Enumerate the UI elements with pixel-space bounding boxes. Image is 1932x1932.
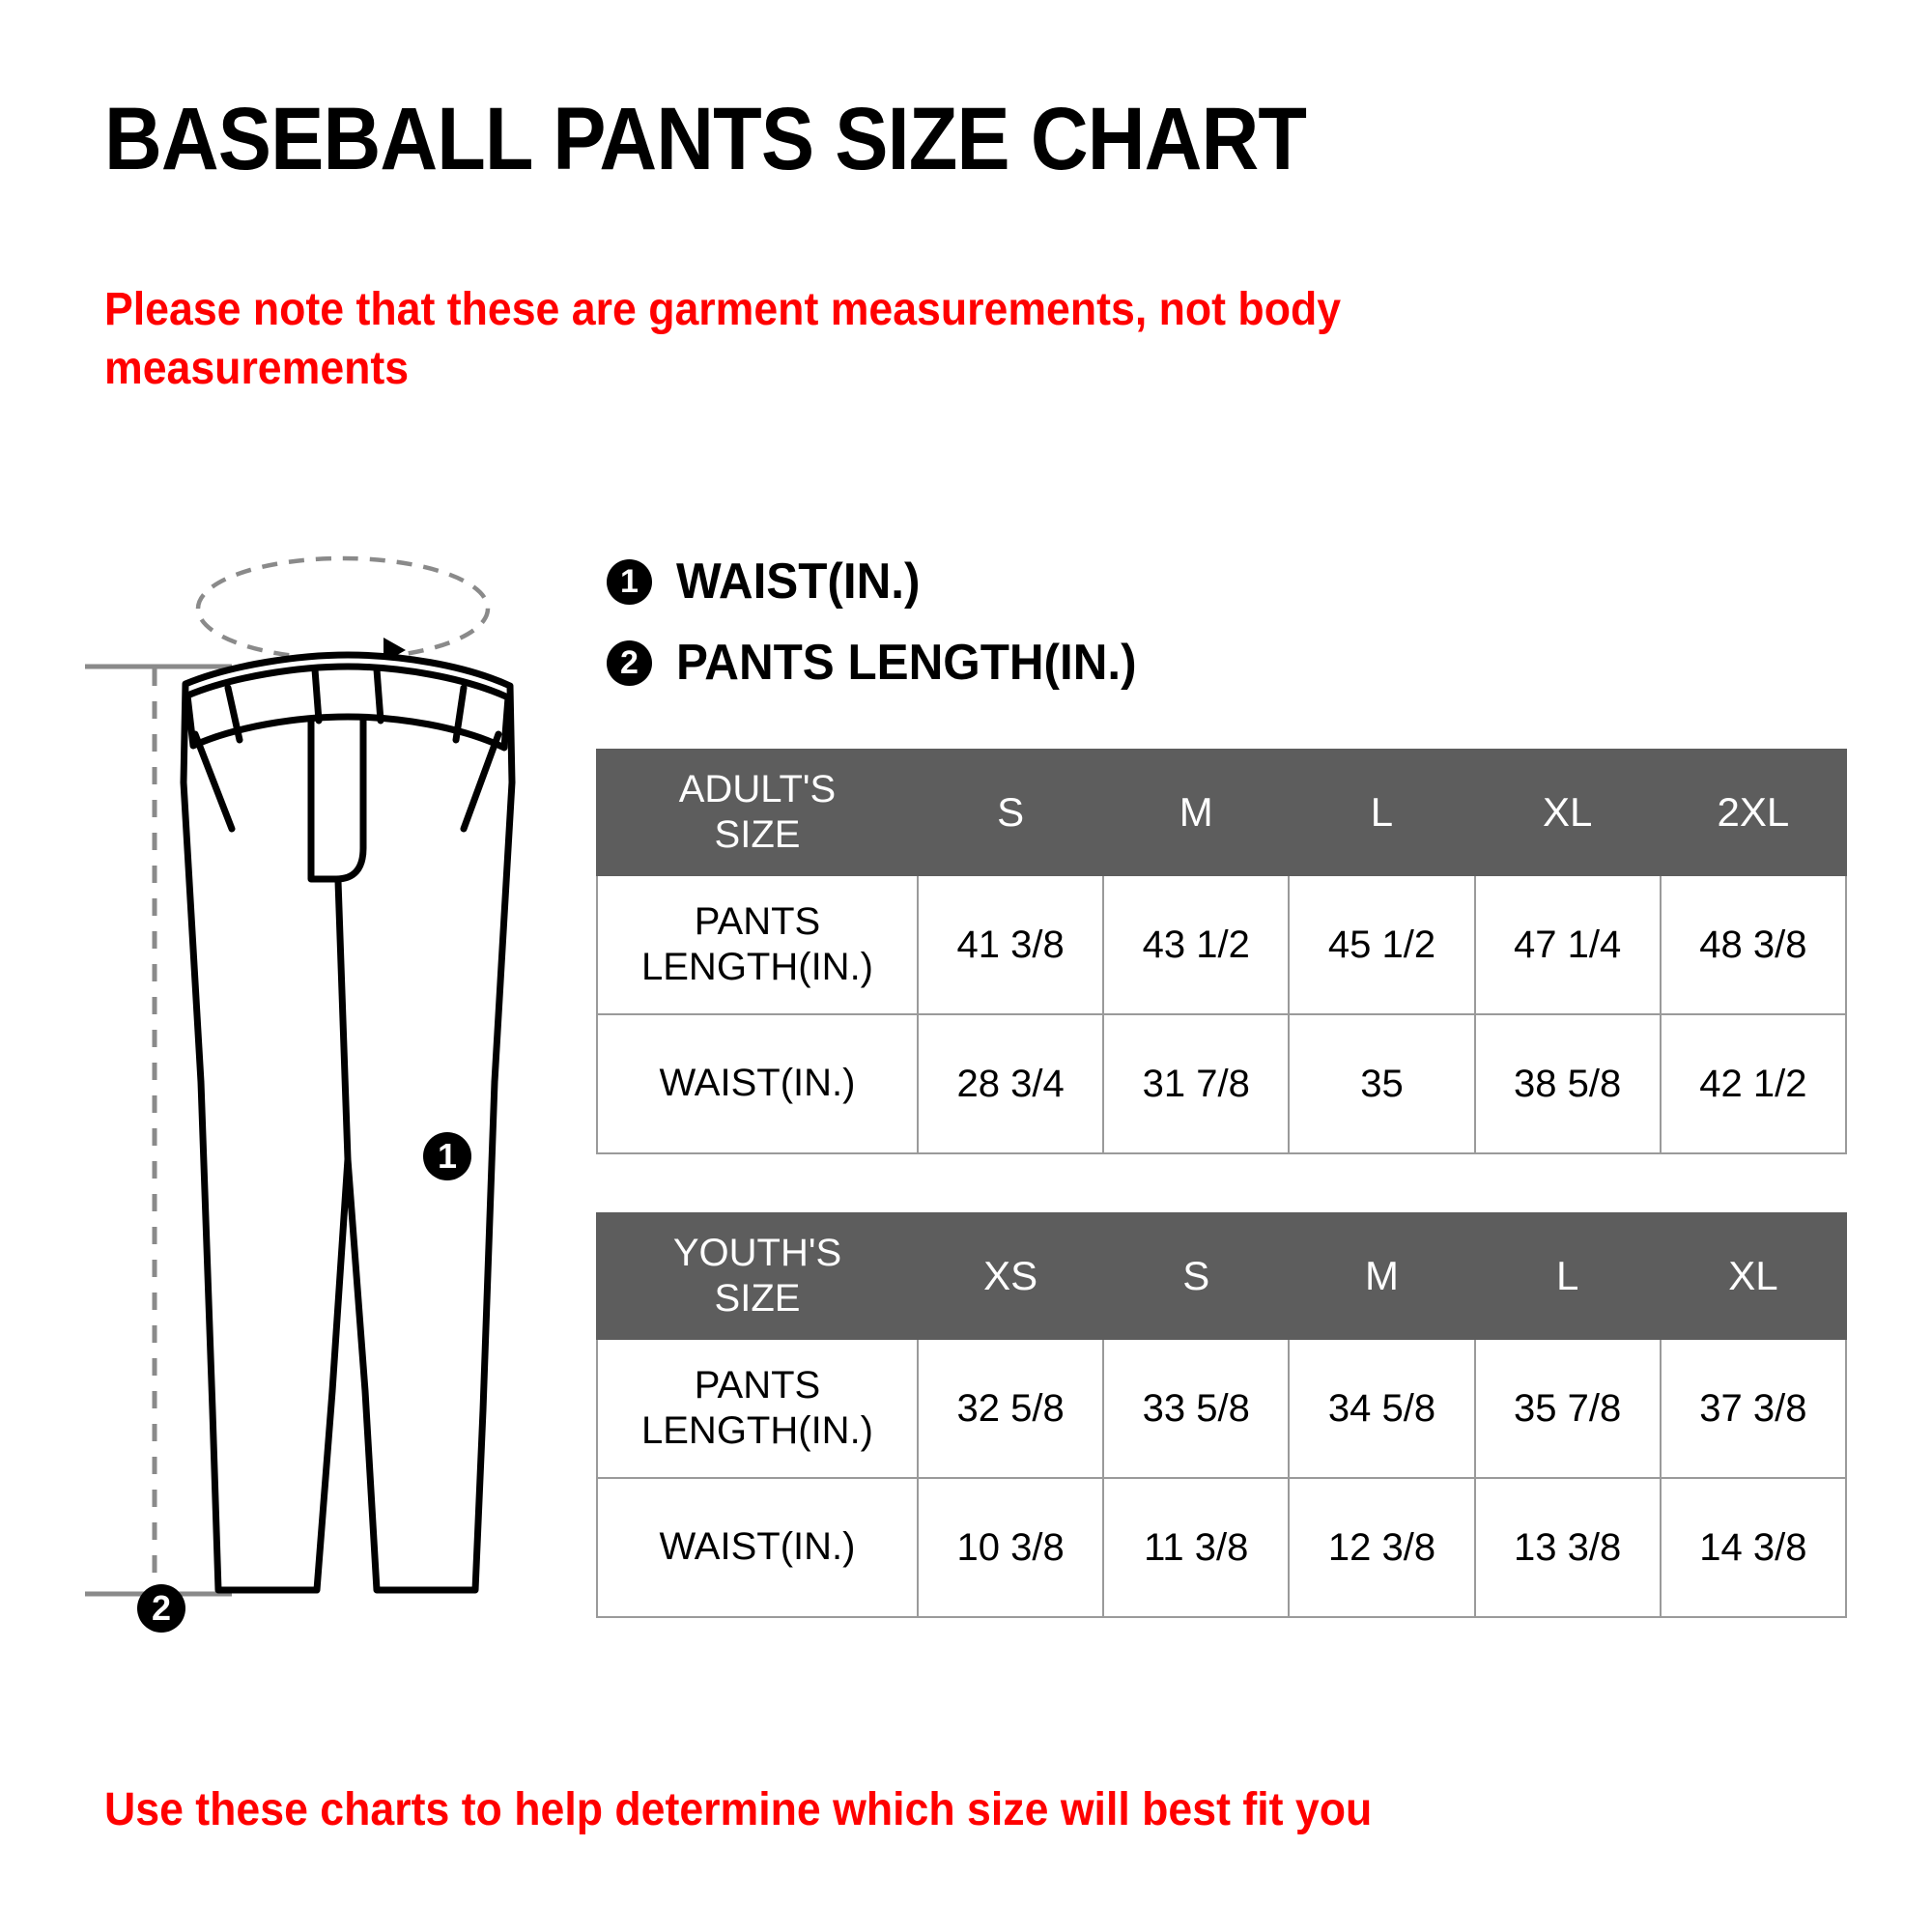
youth-column-header-m: M bbox=[1288, 1212, 1476, 1340]
row-label-line-1: PANTS bbox=[694, 899, 821, 943]
adult-pants-length-l: 45 1/2 bbox=[1288, 874, 1476, 1015]
adult-column-header-2xl: 2XL bbox=[1659, 749, 1848, 876]
marker-two-icon: 2 bbox=[607, 639, 652, 686]
adult-pants-length-xl: 47 1/4 bbox=[1473, 874, 1662, 1015]
adult-column-header-m: M bbox=[1102, 749, 1291, 876]
youth-size-table: YOUTH'S SIZE XS S M L XL PANTS LENGTH(IN… bbox=[596, 1212, 1848, 1618]
measurement-legend: 1 WAIST(IN.) 2 PANTS LENGTH(IN.) bbox=[607, 541, 1161, 703]
youth-pants-length-xl: 37 3/8 bbox=[1659, 1338, 1848, 1479]
youth-waist-m: 12 3/8 bbox=[1288, 1477, 1476, 1618]
diagram-marker-one-icon: 1 bbox=[423, 1132, 471, 1180]
adult-waist-m: 31 7/8 bbox=[1102, 1013, 1291, 1154]
youth-row-label-waist: WAIST(IN.) bbox=[596, 1477, 919, 1618]
youth-pants-length-l: 35 7/8 bbox=[1473, 1338, 1662, 1479]
legend-label-waist: WAIST(IN.) bbox=[676, 554, 921, 610]
adult-pants-length-2xl: 48 3/8 bbox=[1659, 874, 1848, 1015]
garment-measurement-note: Please note that these are garment measu… bbox=[104, 284, 1342, 395]
adult-column-header-s: S bbox=[916, 749, 1105, 876]
row-label-line-1: WAIST(IN.) bbox=[659, 1062, 856, 1105]
youth-column-header-l: L bbox=[1473, 1212, 1662, 1340]
adult-pants-length-m: 43 1/2 bbox=[1102, 874, 1291, 1015]
youth-waist-xl: 14 3/8 bbox=[1659, 1477, 1848, 1618]
youth-size-corner-header: YOUTH'S SIZE bbox=[596, 1212, 919, 1340]
row-label-line-2: LENGTH(IN.) bbox=[641, 1409, 873, 1452]
youth-column-header-s: S bbox=[1102, 1212, 1291, 1340]
youth-waist-s: 11 3/8 bbox=[1102, 1477, 1291, 1618]
youth-waist-xs: 10 3/8 bbox=[916, 1477, 1105, 1618]
diagram-marker-two-icon: 2 bbox=[137, 1584, 185, 1633]
table-row: WAIST(IN.) 28 3/4 31 7/8 35 38 5/8 42 1/… bbox=[596, 1013, 1848, 1154]
adult-size-corner-header: ADULT'S SIZE bbox=[596, 749, 919, 876]
adult-waist-xl: 38 5/8 bbox=[1473, 1013, 1662, 1154]
youth-pants-length-m: 34 5/8 bbox=[1288, 1338, 1476, 1479]
youth-row-label-pants-length: PANTS LENGTH(IN.) bbox=[596, 1338, 919, 1479]
adult-column-header-xl: XL bbox=[1473, 749, 1662, 876]
corner-line-2: SIZE bbox=[714, 813, 801, 856]
adult-waist-l: 35 bbox=[1288, 1013, 1476, 1154]
legend-item-waist: 1 WAIST(IN.) bbox=[607, 541, 1161, 622]
page-title: BASEBALL PANTS SIZE CHART bbox=[104, 90, 1307, 188]
youth-pants-length-xs: 32 5/8 bbox=[916, 1338, 1105, 1479]
youth-table-header-row: YOUTH'S SIZE XS S M L XL bbox=[596, 1212, 1848, 1340]
corner-line-1: ADULT'S bbox=[678, 767, 837, 810]
size-help-note: Use these charts to help determine which… bbox=[104, 1784, 1373, 1835]
waist-ellipse-icon bbox=[195, 555, 491, 662]
adult-waist-s: 28 3/4 bbox=[916, 1013, 1105, 1154]
corner-line-1: YOUTH'S bbox=[672, 1231, 842, 1274]
table-row: PANTS LENGTH(IN.) 32 5/8 33 5/8 34 5/8 3… bbox=[596, 1338, 1848, 1479]
adult-pants-length-s: 41 3/8 bbox=[916, 874, 1105, 1015]
marker-one-icon: 1 bbox=[607, 558, 652, 605]
corner-line-2: SIZE bbox=[714, 1277, 801, 1320]
adult-size-table: ADULT'S SIZE S M L XL 2XL PANTS LENGTH(I… bbox=[596, 749, 1848, 1154]
baseball-pants-diagram: 1 2 bbox=[58, 541, 599, 1633]
row-label-line-1: WAIST(IN.) bbox=[659, 1525, 856, 1569]
baseball-pants-icon bbox=[85, 555, 516, 1597]
table-row: PANTS LENGTH(IN.) 41 3/8 43 1/2 45 1/2 4… bbox=[596, 874, 1848, 1015]
legend-item-pants-length: 2 PANTS LENGTH(IN.) bbox=[607, 622, 1161, 703]
row-label-line-1: PANTS bbox=[694, 1363, 821, 1406]
table-row: WAIST(IN.) 10 3/8 11 3/8 12 3/8 13 3/8 1… bbox=[596, 1477, 1848, 1618]
youth-pants-length-s: 33 5/8 bbox=[1102, 1338, 1291, 1479]
adult-row-label-pants-length: PANTS LENGTH(IN.) bbox=[596, 874, 919, 1015]
youth-column-header-xs: XS bbox=[916, 1212, 1105, 1340]
adult-table-header-row: ADULT'S SIZE S M L XL 2XL bbox=[596, 749, 1848, 876]
legend-label-pants-length: PANTS LENGTH(IN.) bbox=[676, 635, 1137, 691]
row-label-line-2: LENGTH(IN.) bbox=[641, 946, 873, 988]
adult-row-label-waist: WAIST(IN.) bbox=[596, 1013, 919, 1154]
adult-waist-2xl: 42 1/2 bbox=[1659, 1013, 1848, 1154]
youth-waist-l: 13 3/8 bbox=[1473, 1477, 1662, 1618]
youth-column-header-xl: XL bbox=[1659, 1212, 1848, 1340]
adult-column-header-l: L bbox=[1288, 749, 1476, 876]
